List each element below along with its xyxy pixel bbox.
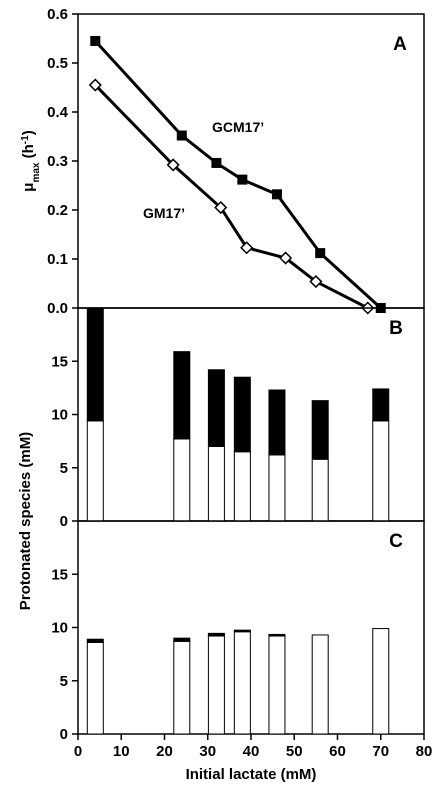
bar-segment-black [86,638,104,643]
data-point-diamond [214,200,228,215]
x-tick-label: 80 [416,743,432,760]
panel-b-y-ticks: 0 5 10 15 [51,353,78,530]
y-tick-label: 10 [51,620,68,637]
bar-segment-black [207,632,225,637]
panel-b-frame [77,307,425,522]
x-tick-label: 40 [243,743,260,760]
panel-b: B 0 5 10 15 [51,307,425,530]
bar-segment-black [173,351,191,440]
y-tick-label: 10 [51,407,68,424]
y-tick-label: 15 [51,566,68,583]
bar-segment-white [233,451,251,522]
bar-segment-white [173,640,191,735]
panel-a-frame [77,13,425,309]
x-tick-label: 60 [329,743,346,760]
data-point-diamond [240,241,254,255]
y-tick-label: 0.0 [47,300,68,317]
data-point-square [90,35,101,46]
bar-segment-white [233,631,251,735]
y-tick-label: 5 [60,460,68,477]
x-tick-label: 0 [74,743,82,760]
panel-c: C 0 5 10 15 [51,520,425,743]
panel-c-bars [86,628,390,735]
panel-b-bars [86,307,390,522]
data-point-diamond [279,251,293,265]
y-tick-label: 0.2 [47,202,68,219]
y-tick-label: 0.3 [47,153,68,170]
data-point-diamond [166,158,180,172]
data-point-square [176,130,187,141]
panel-c-y-ticks: 0 5 10 15 [51,566,78,743]
bar-segment-black [268,633,286,637]
x-tick-label: 30 [199,743,216,760]
data-point-diamond [88,78,102,92]
panel-a-series [88,35,386,315]
x-tick-label: 70 [372,743,389,760]
bar-segment-white [207,635,225,735]
data-point-square [271,189,282,200]
y-tick-label: 0.5 [47,55,68,72]
y-tick-label: 0 [60,726,68,743]
bar-segment-black [173,637,191,642]
x-tick-label: 10 [113,743,130,760]
y-tick-label: 5 [60,673,68,690]
bar-segment-white [207,445,225,522]
data-point-diamond [309,274,323,289]
bar-segment-white [268,635,286,735]
x-tick-label: 20 [156,743,173,760]
bar-segment-white [173,438,191,522]
y-tick-label: 0 [60,513,68,530]
bar-segment-white [86,641,104,735]
series-label-gcm17: GCM17’ [212,119,264,135]
bar-segment-white [372,628,390,735]
y-tick-label: 0.6 [47,6,68,23]
bar-segment-black [233,376,251,453]
data-point-square [211,157,222,168]
x-tick-label: 50 [286,743,303,760]
x-axis-label: Initial lactate (mM) [186,766,317,783]
panel-c-frame [77,520,425,735]
series-line-gcm17 [94,39,382,310]
panel-c-letter: C [389,531,403,552]
panel-a-y-ticks: 0.0 0.1 0.2 0.3 0.4 0.5 0.6 [47,6,78,317]
bar-segment-black [86,307,104,422]
data-point-square [237,174,248,185]
panel-a-letter: A [393,34,407,55]
bar-segment-black [233,629,251,633]
y-tick-label: 0.1 [47,251,68,268]
bar-segment-white [86,420,104,522]
y-tick-label: 15 [51,353,68,370]
panel-b-letter: B [389,318,403,339]
bar-segment-white [311,634,329,735]
bar-segment-white [311,458,329,522]
bar-segment-white [372,420,390,522]
bar-segment-white [268,454,286,522]
panel-a-y-axis-label: μmax (h-1) [20,130,42,191]
series-label-gm17: GM17’ [143,205,185,221]
bar-segment-black [268,389,286,456]
panel-a: A 0.0 0.1 0.2 0.3 0.4 0.5 0.6 GCM17’ GM17’ μma… [20,6,425,317]
y-tick-label: 0.4 [47,104,69,121]
bar-segment-black [207,369,225,447]
bars-y-axis-label: Protonated species (mM) [17,432,34,610]
x-axis-ticks: 0 10 20 30 40 50 60 70 80 [74,734,432,760]
bar-segment-black [311,400,329,460]
data-point-square [315,248,326,259]
bar-segment-black [372,388,390,422]
